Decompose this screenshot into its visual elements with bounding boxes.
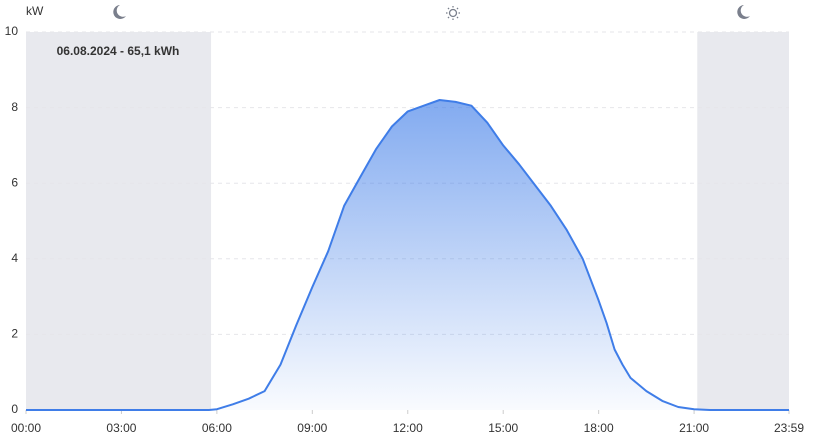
- x-tick-label: 12:00: [393, 421, 423, 435]
- x-tick-label: 00:00: [11, 421, 41, 435]
- moon-icon: [737, 5, 750, 19]
- sun-icon: [446, 6, 460, 20]
- y-tick-label: 8: [11, 100, 18, 114]
- area-fill: [26, 100, 789, 410]
- x-tick-label: 03:00: [106, 421, 136, 435]
- annotation: 06.08.2024 - 65,1 kWh: [57, 44, 180, 58]
- moon-icon: [113, 5, 126, 19]
- x-tick-label: 18:00: [584, 421, 614, 435]
- x-tick-label: 09:00: [297, 421, 327, 435]
- x-tick-label: 23:59: [774, 421, 804, 435]
- y-tick-label: 2: [11, 327, 18, 341]
- x-tick-label: 06:00: [202, 421, 232, 435]
- y-tick-label: 10: [5, 24, 19, 38]
- night-band: [26, 32, 212, 410]
- y-tick-label: 0: [11, 402, 18, 416]
- x-tick-label: 21:00: [679, 421, 709, 435]
- y-tick-label: 6: [11, 175, 18, 189]
- power-line: [26, 99, 789, 411]
- night-band: [697, 32, 789, 410]
- y-axis-label: kW: [26, 4, 44, 18]
- x-tick-label: 15:00: [488, 421, 518, 435]
- y-tick-label: 4: [11, 251, 18, 265]
